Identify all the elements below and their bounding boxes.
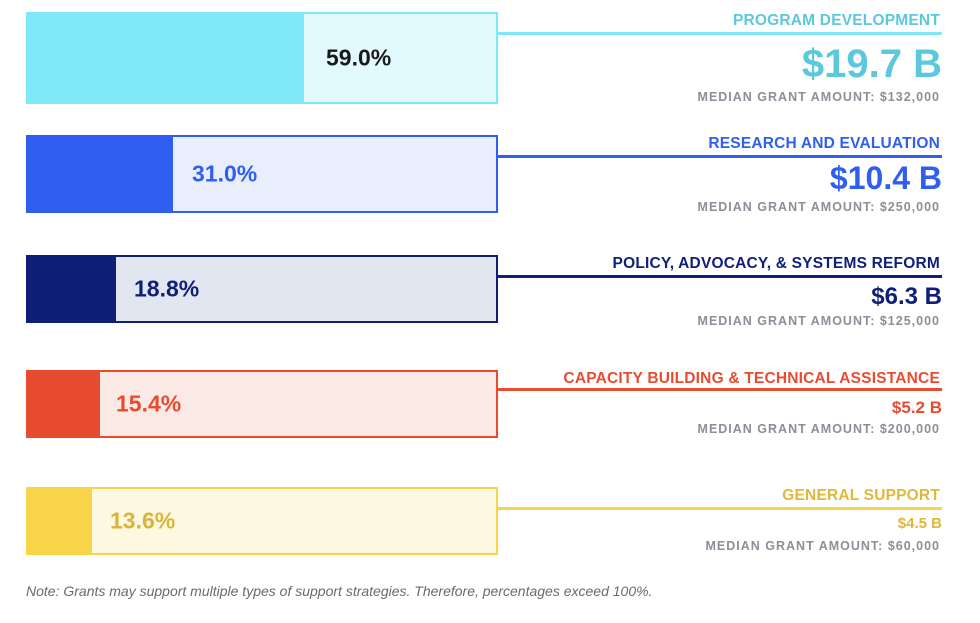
category-label: CAPACITY BUILDING & TECHNICAL ASSISTANCE — [563, 370, 940, 387]
amount-label: $6.3 B — [871, 283, 942, 310]
median-grant-label: MEDIAN GRANT AMOUNT: $125,000 — [697, 314, 940, 328]
connector-line — [498, 155, 942, 158]
connector-line — [498, 388, 942, 391]
connector-line — [498, 32, 942, 35]
bar-track: 59.0% — [26, 12, 498, 104]
bar-fill — [28, 137, 174, 211]
median-grant-label: MEDIAN GRANT AMOUNT: $60,000 — [705, 539, 940, 553]
chart-note: Note: Grants may support multiple types … — [26, 583, 653, 599]
category-label: RESEARCH AND EVALUATION — [708, 135, 940, 152]
category-label: GENERAL SUPPORT — [782, 487, 940, 504]
percent-label: 13.6% — [110, 507, 176, 534]
bar-fill — [28, 372, 101, 436]
bar-fill — [28, 257, 116, 321]
bar-fill — [28, 489, 92, 553]
median-grant-label: MEDIAN GRANT AMOUNT: $200,000 — [697, 422, 940, 436]
strategy-row: 18.8% POLICY, ADVOCACY, & SYSTEMS REFORM $… — [0, 255, 980, 328]
percent-label: 59.0% — [326, 44, 392, 71]
percent-label: 15.4% — [116, 390, 182, 417]
bar-track: 18.8% — [26, 255, 498, 323]
category-label: POLICY, ADVOCACY, & SYSTEMS REFORM — [612, 255, 940, 272]
bar-fill — [28, 14, 305, 102]
strategy-row: 31.0% RESEARCH AND EVALUATION $10.4 B MEDIA… — [0, 135, 980, 214]
category-label: PROGRAM DEVELOPMENT — [732, 12, 940, 29]
percent-label: 31.0% — [192, 160, 258, 187]
strategy-row: 15.4% CAPACITY BUILDING & TECHNICAL ASSIS… — [0, 370, 980, 438]
amount-label: $19.7 B — [801, 42, 942, 86]
strategy-row: 59.0% PROGRAM DEVELOPMENT $19.7 B MEDIAN GR… — [0, 12, 980, 104]
amount-label: $5.2 B — [891, 398, 942, 417]
amount-label: $10.4 B — [829, 160, 942, 196]
bar-track: 13.6% — [26, 487, 498, 555]
median-grant-label: MEDIAN GRANT AMOUNT: $132,000 — [697, 90, 940, 104]
bar-track: 15.4% — [26, 370, 498, 438]
percent-label: 18.8% — [134, 275, 200, 302]
connector-line — [498, 275, 942, 278]
connector-line — [498, 507, 942, 510]
strategy-row: 13.6% GENERAL SUPPORT $4.5 B MEDIAN GRANT A… — [0, 487, 980, 555]
amount-label: $4.5 B — [897, 515, 942, 532]
median-grant-label: MEDIAN GRANT AMOUNT: $250,000 — [697, 200, 940, 214]
bar-track: 31.0% — [26, 135, 498, 213]
